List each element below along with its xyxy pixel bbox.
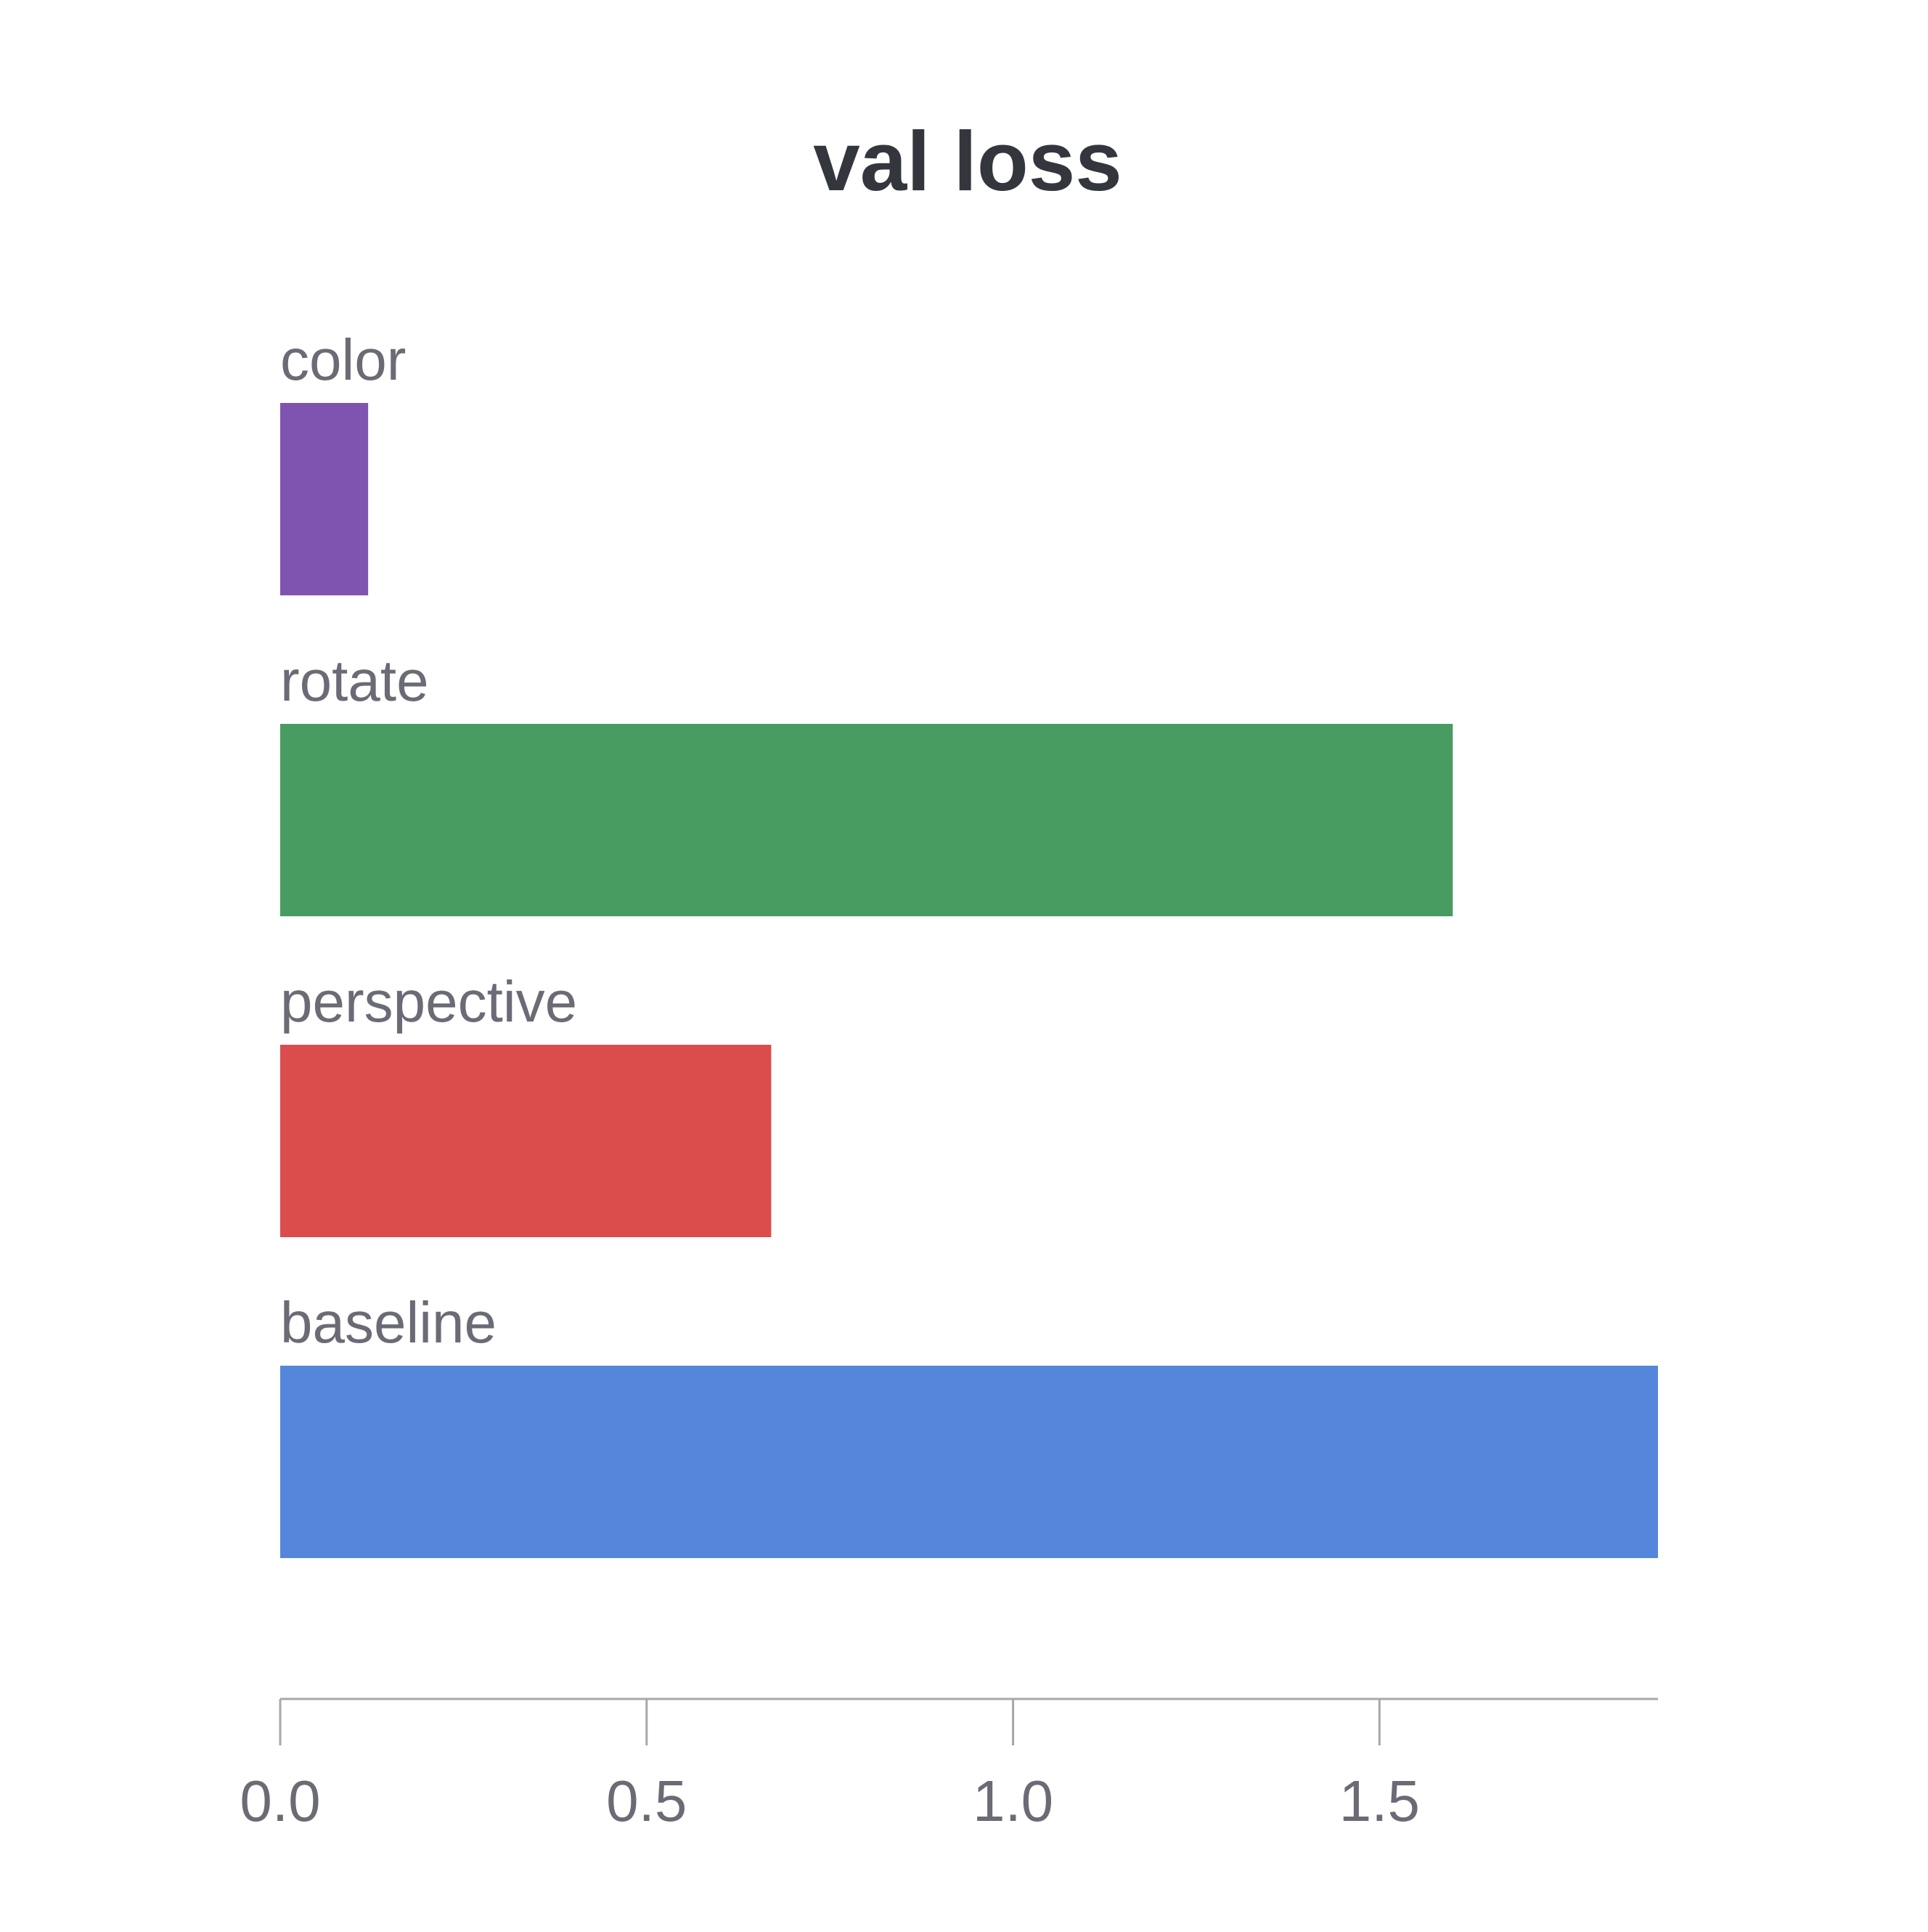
x-tick-label: 1.5 — [1339, 1769, 1420, 1833]
x-axis: 0.0 0.5 1.0 1.5 — [240, 1697, 1658, 1833]
bar-label-baseline: baseline — [280, 1290, 497, 1355]
bar-color — [280, 403, 369, 595]
x-tick-label: 0.0 — [240, 1769, 320, 1833]
x-tick-label: 0.5 — [606, 1769, 687, 1833]
bar-baseline — [280, 1366, 1658, 1558]
chart-title: val loss — [813, 114, 1122, 208]
bar-label-perspective: perspective — [280, 969, 577, 1034]
bar-rotate — [280, 724, 1453, 916]
x-tick-label: 1.0 — [973, 1769, 1053, 1833]
bar-label-rotate: rotate — [280, 648, 429, 713]
bar-perspective — [280, 1045, 772, 1237]
bars-group: color rotate perspective baseline — [280, 327, 1658, 1558]
bar-label-color: color — [280, 327, 406, 392]
